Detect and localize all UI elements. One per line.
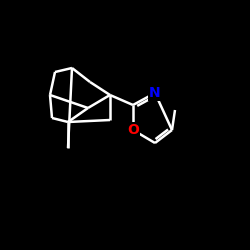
Text: O: O [127, 123, 139, 137]
Text: N: N [149, 86, 161, 100]
